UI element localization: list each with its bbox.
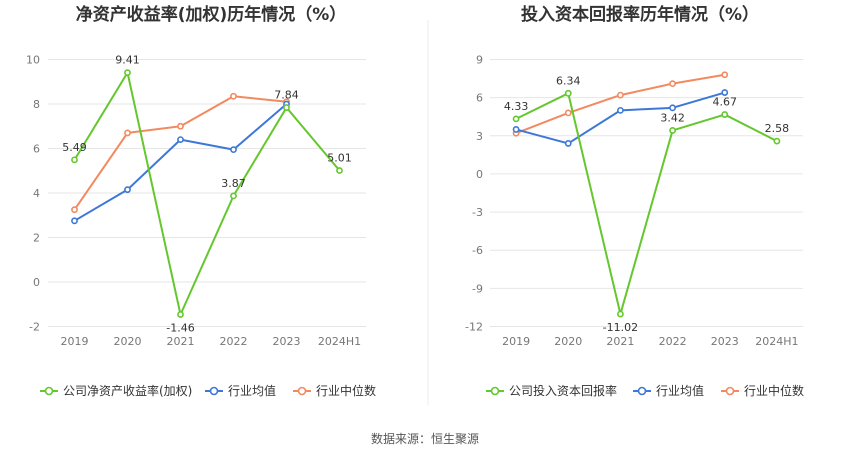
data-label: -1.46 xyxy=(166,321,194,334)
data-label: 3.42 xyxy=(660,111,685,124)
chart-title: 净资产收益率(加权)历年情况（%） xyxy=(76,4,347,25)
legend-label: 行业均值 xyxy=(228,383,276,398)
data-label: 3.87 xyxy=(221,177,246,190)
data-point xyxy=(617,310,624,318)
data-point xyxy=(124,186,131,194)
legend-label: 行业均值 xyxy=(656,383,704,398)
y-tick-label: 9 xyxy=(476,54,483,67)
data-point xyxy=(669,104,676,112)
y-tick-label: 0 xyxy=(476,168,483,181)
legend-label: 公司净资产收益率(加权) xyxy=(63,383,192,398)
y-tick-label: -9 xyxy=(472,282,483,295)
x-tick-label: 2022 xyxy=(659,335,687,348)
data-label: 4.33 xyxy=(504,100,529,113)
y-tick-label: 4 xyxy=(33,187,40,200)
x-tick-label: 2023 xyxy=(711,335,739,348)
data-label: 5.01 xyxy=(327,152,352,165)
series-line-company xyxy=(515,92,778,316)
legend-item: 公司投入资本回报率 xyxy=(486,383,617,398)
data-point xyxy=(336,167,343,174)
x-tick-label: 2019 xyxy=(502,335,530,348)
x-tick-label: 2022 xyxy=(220,335,248,348)
data-point xyxy=(124,69,131,77)
x-tick-label: 2021 xyxy=(606,335,634,348)
data-point xyxy=(721,71,729,79)
legend-label: 行业中位数 xyxy=(316,383,376,398)
data-point xyxy=(177,122,184,130)
data-point xyxy=(721,111,729,118)
y-tick-label: 8 xyxy=(33,98,40,111)
legend-marker-icon xyxy=(209,386,219,396)
data-point xyxy=(124,129,131,137)
data-point xyxy=(512,126,520,133)
data-point xyxy=(617,106,624,114)
legend-marker-icon xyxy=(725,386,735,396)
legend-marker-icon xyxy=(44,386,54,396)
x-tick-label: 2021 xyxy=(167,335,195,348)
y-tick-label: 6 xyxy=(33,143,40,156)
data-label: 9.41 xyxy=(115,54,140,67)
data-point xyxy=(230,146,237,154)
data-point xyxy=(721,89,729,96)
legend-item: 行业中位数 xyxy=(721,383,804,398)
data-point xyxy=(230,92,237,100)
y-tick-label: -2 xyxy=(29,321,40,334)
data-point xyxy=(71,206,78,214)
data-point xyxy=(564,109,572,117)
data-point xyxy=(564,89,572,97)
chart-panel-2: 投入资本回报率历年情况（%） -12 -9 -6 -3 0 3 6 9 2019 2020 2021 2… xyxy=(465,4,804,398)
y-tick-label: 10 xyxy=(26,54,40,67)
data-label: 7.84 xyxy=(274,89,299,102)
y-tick-label: -12 xyxy=(465,321,483,334)
data-point xyxy=(669,127,676,134)
legend-item: 行业均值 xyxy=(633,383,704,398)
x-tick-label: 2019 xyxy=(61,335,89,348)
y-tick-label: 2 xyxy=(33,232,40,245)
data-point xyxy=(177,136,184,143)
y-tick-label: -3 xyxy=(472,206,483,219)
source-text: 数据来源：恒生聚源 xyxy=(371,431,479,446)
legend-marker-icon xyxy=(297,386,307,396)
data-point xyxy=(617,91,624,99)
data-point xyxy=(283,104,290,111)
data-label: 4.67 xyxy=(713,96,738,109)
chart-title: 投入资本回报率历年情况（%） xyxy=(521,4,759,25)
x-tick-label: 2020 xyxy=(114,335,142,348)
data-point xyxy=(230,192,237,200)
chart-panel-1: 净资产收益率(加权)历年情况（%） -2 0 2 4 6 8 10 2019 2020 2021 20… xyxy=(26,4,376,398)
x-tick-label: 2023 xyxy=(273,335,301,348)
y-tick-label: -6 xyxy=(472,244,483,257)
legend-marker-icon xyxy=(490,386,500,396)
y-tick-label: 0 xyxy=(33,276,40,289)
data-point xyxy=(773,137,781,145)
data-label: 5.49 xyxy=(62,141,87,154)
legend-item: 公司净资产收益率(加权) xyxy=(40,383,192,398)
x-tick-label: 2024H1 xyxy=(755,335,798,348)
data-point xyxy=(512,115,520,123)
data-point xyxy=(669,80,676,88)
data-label: 6.34 xyxy=(556,74,581,87)
legend-item: 行业中位数 xyxy=(293,383,376,398)
y-tick-label: 6 xyxy=(476,92,483,105)
legend-marker-icon xyxy=(637,386,647,396)
data-point xyxy=(564,140,572,147)
x-tick-label: 2020 xyxy=(554,335,582,348)
legend-item: 行业均值 xyxy=(205,383,276,398)
series-line-company xyxy=(73,71,341,316)
y-tick-label: 3 xyxy=(476,130,483,143)
legend-label: 公司投入资本回报率 xyxy=(509,383,617,398)
data-label: 2.58 xyxy=(765,122,790,135)
data-point xyxy=(177,311,184,318)
x-tick-label: 2024H1 xyxy=(318,335,361,348)
data-point xyxy=(71,156,78,164)
legend-label: 行业中位数 xyxy=(744,383,804,398)
data-point xyxy=(71,217,78,225)
data-label: -11.02 xyxy=(603,321,638,334)
